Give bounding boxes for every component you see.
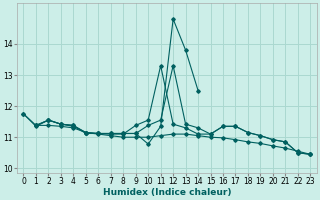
X-axis label: Humidex (Indice chaleur): Humidex (Indice chaleur)	[103, 188, 231, 197]
